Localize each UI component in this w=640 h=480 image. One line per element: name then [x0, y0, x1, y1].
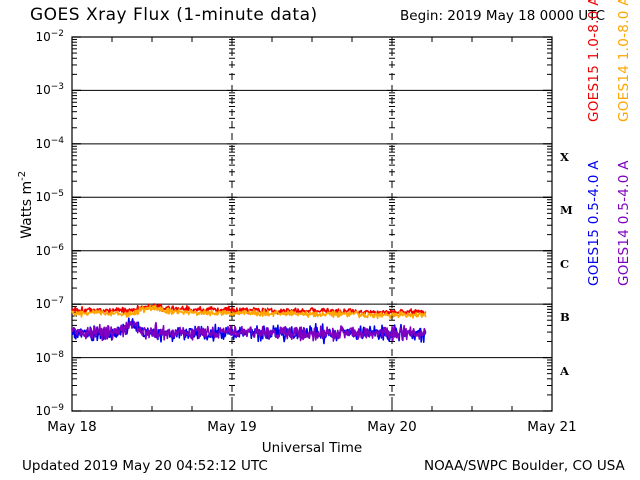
y-tick-label: 10−5	[35, 189, 64, 205]
legend-item-0: GOES15 1.0-8.0 A	[586, 0, 602, 122]
series-line	[71, 304, 427, 320]
y-tick-label: 10−6	[35, 242, 64, 258]
x-axis-label: Universal Time	[261, 440, 363, 456]
x-tick-label: May 19	[207, 419, 257, 435]
y-tick-label: 10−7	[35, 296, 64, 312]
legend-item-2: GOES15 0.5-4.0 A	[586, 160, 602, 286]
flare-class-label-b: B	[560, 310, 570, 325]
begin-time-label: Begin: 2019 May 18 0000 UTC	[400, 8, 606, 24]
data-source-credit: NOAA/SWPC Boulder, CO USA	[424, 458, 625, 474]
series-line	[71, 320, 427, 342]
flare-class-label-x: X	[560, 149, 569, 164]
page-title: GOES Xray Flux (1-minute data)	[30, 5, 318, 25]
flare-class-label-m: M	[560, 203, 573, 218]
flare-class-label-c: C	[560, 256, 570, 271]
x-tick-label: May 20	[367, 419, 417, 435]
y-tick-label: 10−2	[35, 29, 64, 44]
y-tick-label: 10−3	[35, 82, 64, 98]
y-tick-label: 10−8	[35, 349, 64, 365]
flare-class-label-a: A	[560, 363, 569, 378]
plot-frame	[71, 36, 553, 412]
y-tick-label: 10−9	[35, 403, 64, 418]
y-tick-label: 10−4	[35, 135, 64, 151]
x-tick-label: May 18	[47, 419, 97, 435]
legend-item-1: GOES14 1.0-8.0 A	[616, 0, 632, 122]
updated-timestamp: Updated 2019 May 20 04:52:12 UTC	[22, 458, 268, 474]
legend-item-3: GOES14 0.5-4.0 A	[616, 160, 632, 286]
x-tick-label: May 21	[527, 419, 577, 435]
